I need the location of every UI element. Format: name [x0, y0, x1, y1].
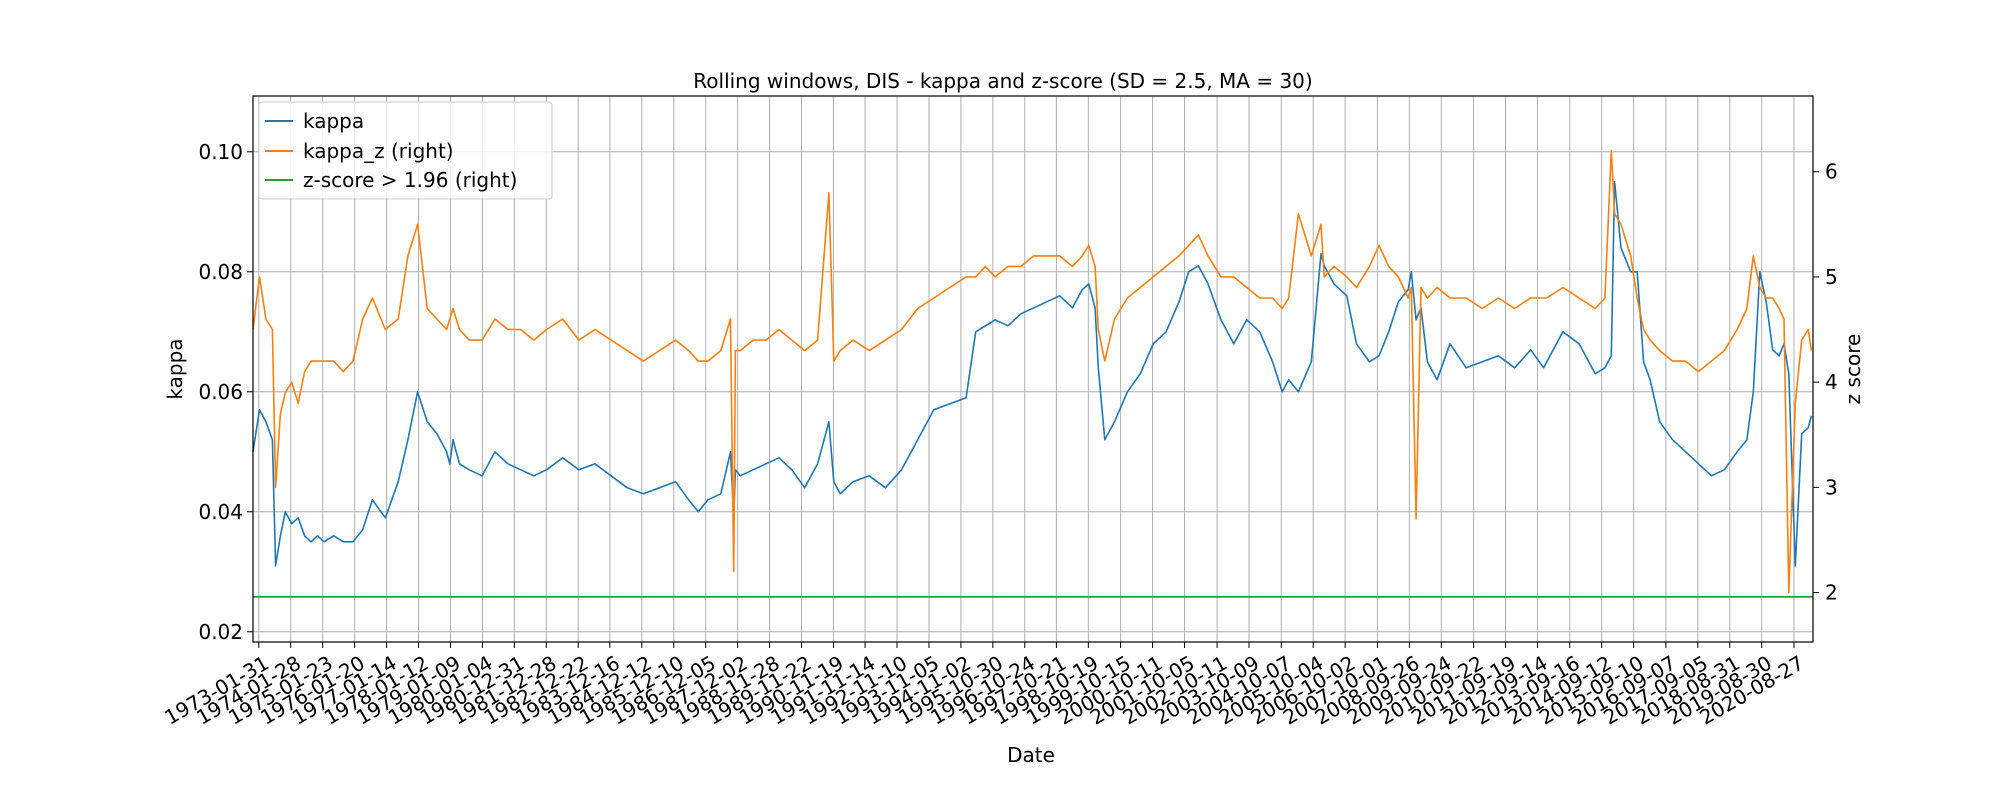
- right-y-tick-label: 3: [1825, 475, 1838, 499]
- plot-area-frame: [252, 95, 1814, 643]
- legend-label-kappa-z: kappa_z (right): [303, 139, 454, 163]
- kappa-z-line: [252, 149, 1813, 594]
- y-axis-label: kappa: [163, 338, 187, 399]
- left-y-axis: 0.02 0.04 0.06 0.08 0.10: [198, 140, 253, 644]
- kappa-line: [252, 181, 1813, 567]
- legend: kappa kappa_z (right) z-score > 1.96 (ri…: [258, 101, 553, 200]
- y-tick-label: 0.10: [198, 140, 243, 164]
- chart-title: Rolling windows, DIS - kappa and z-score…: [693, 69, 1312, 93]
- y-tick-label: 0.04: [198, 500, 243, 524]
- x-axis-label: Date: [1007, 743, 1055, 767]
- right-y-tick-label: 5: [1825, 265, 1838, 289]
- legend-label-z-threshold: z-score > 1.96 (right): [303, 168, 517, 192]
- y-tick-label: 0.08: [198, 260, 243, 284]
- right-y-tick-label: 4: [1825, 370, 1838, 394]
- right-y-tick-label: 6: [1825, 160, 1838, 184]
- legend-box: [258, 101, 553, 200]
- y-tick-label: 0.02: [198, 620, 243, 644]
- plot-lines: [252, 149, 1813, 598]
- right-y-axis: 2 3 4 5 6: [1813, 160, 1838, 605]
- y-tick-label: 0.06: [198, 380, 243, 404]
- legend-label-kappa: kappa: [303, 109, 364, 133]
- right-y-axis-label: z score: [1841, 334, 1865, 405]
- right-y-tick-label: 2: [1825, 581, 1838, 605]
- x-axis: 1973-01-311974-01-281975-01-231976-01-20…: [160, 642, 1808, 730]
